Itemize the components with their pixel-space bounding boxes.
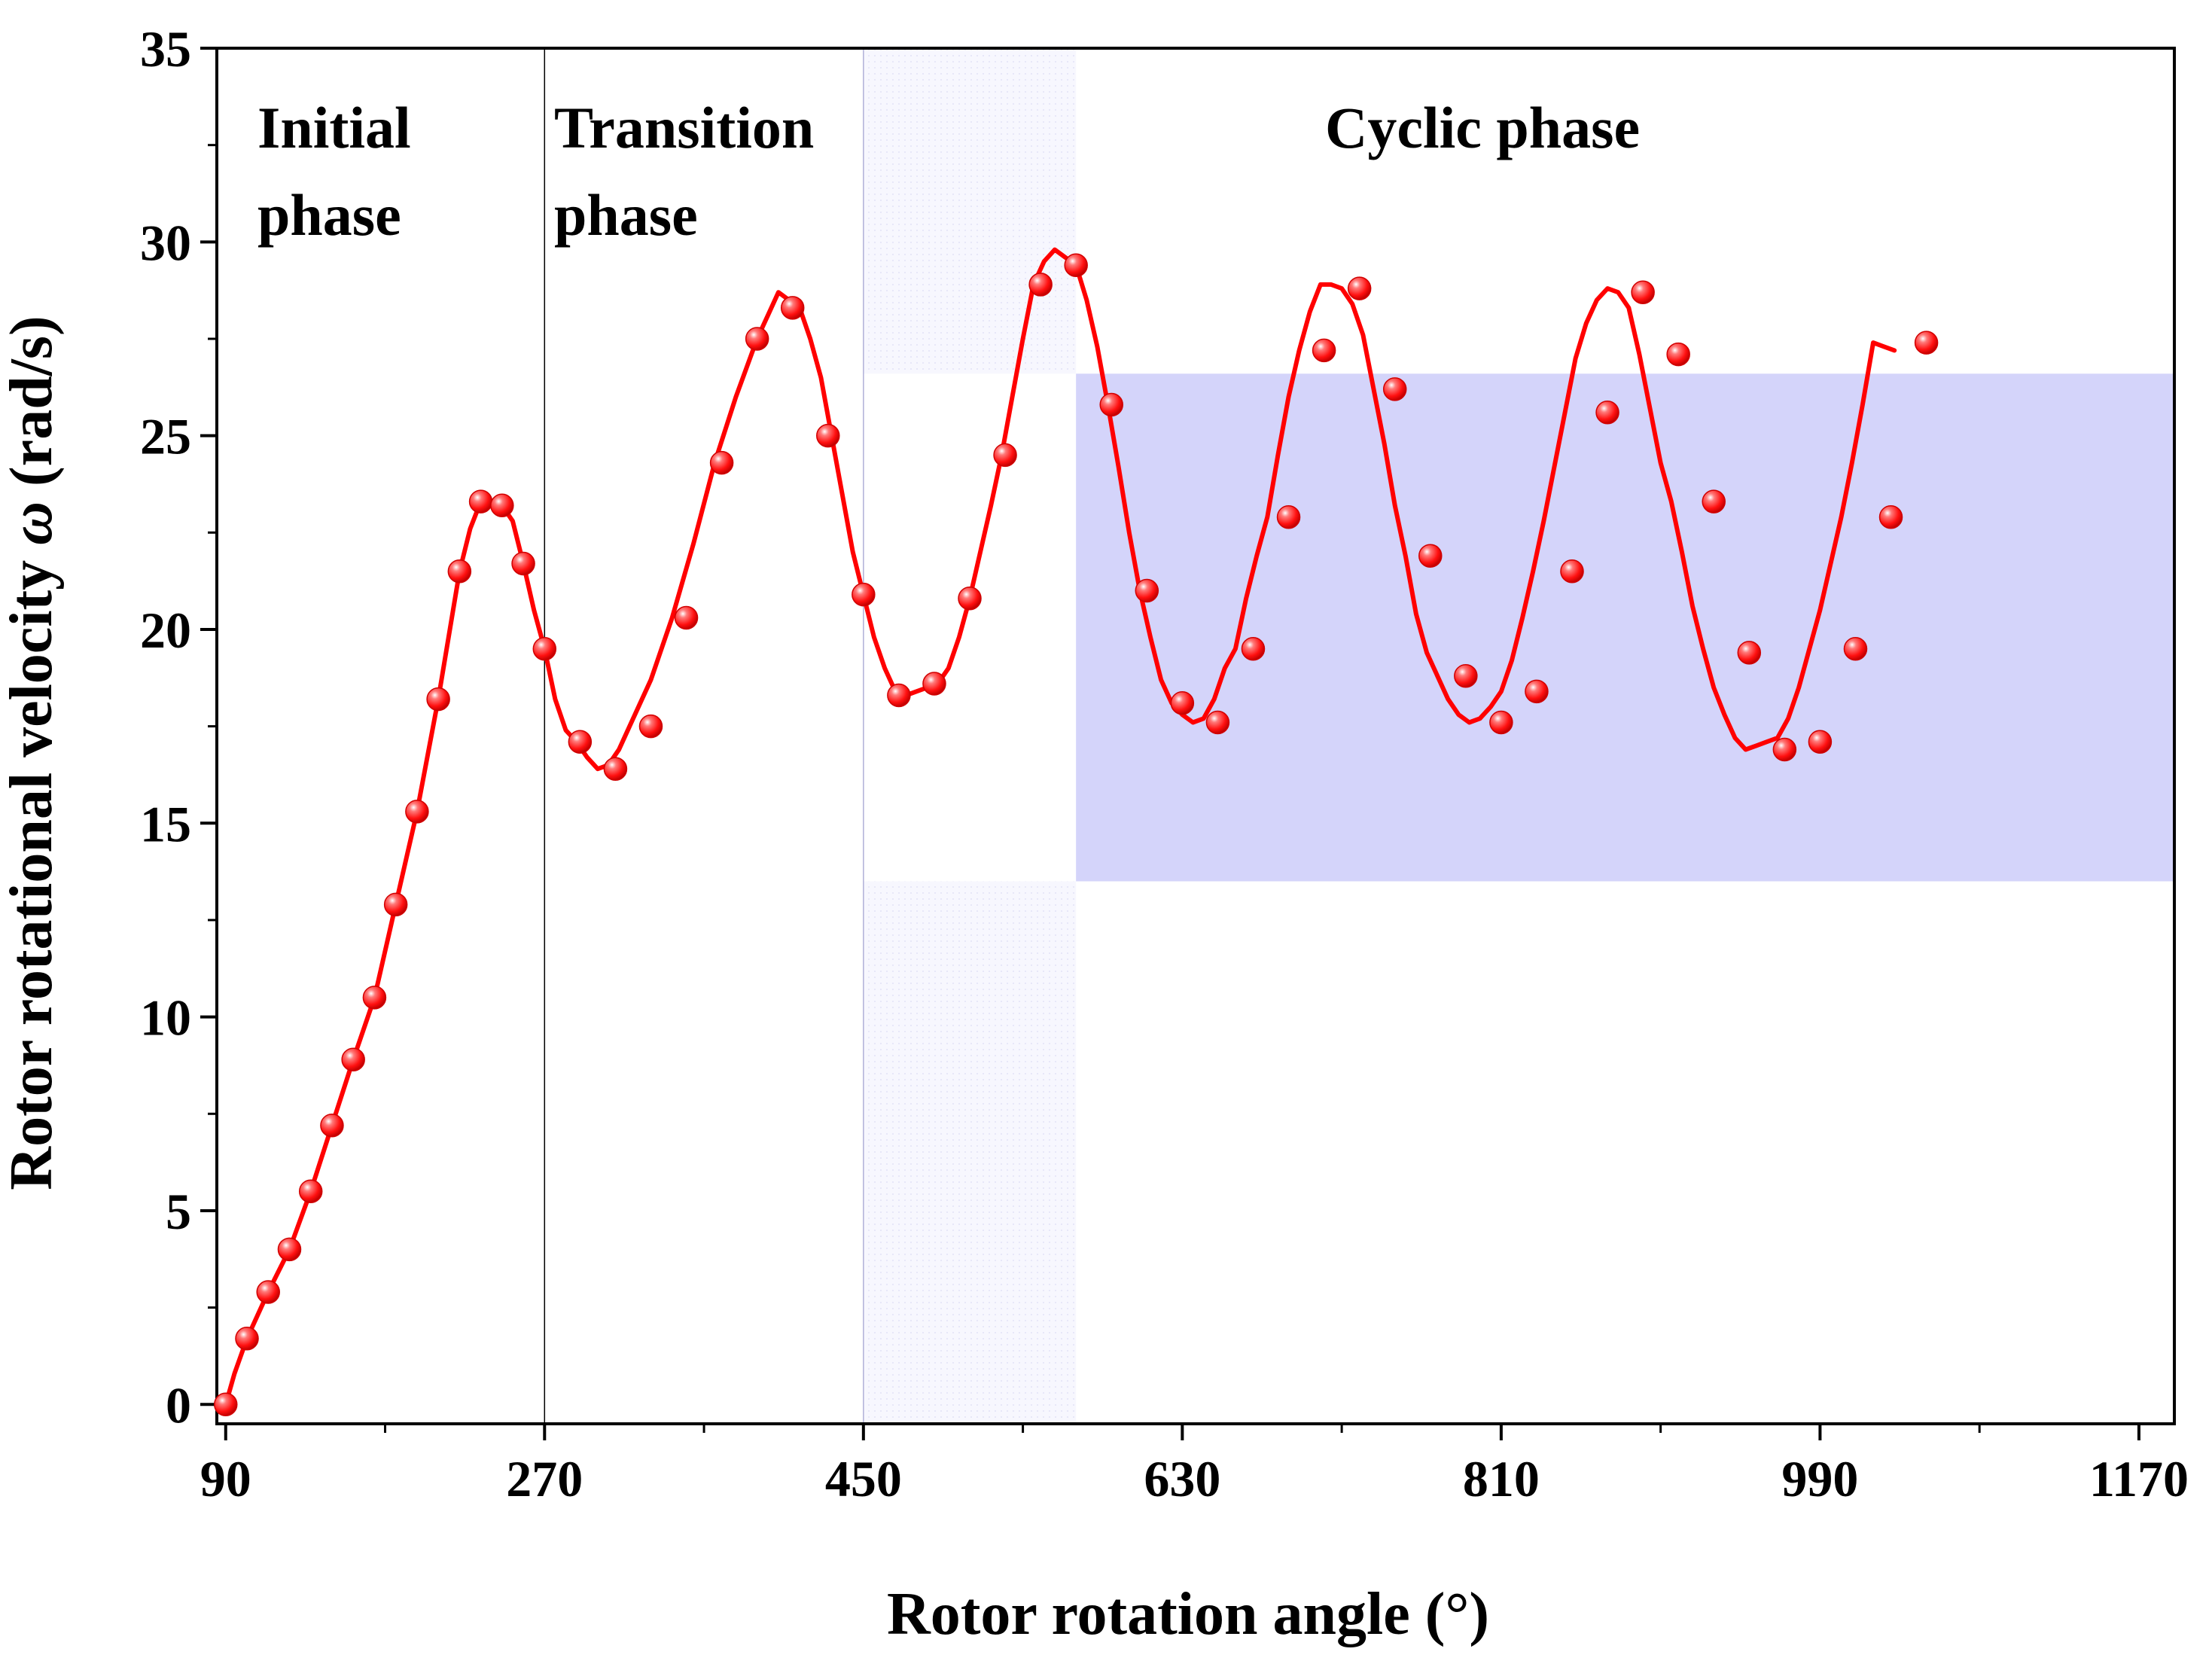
- data-point: [341, 1047, 365, 1071]
- y-tick-label: 0: [166, 1376, 191, 1434]
- data-point: [1772, 737, 1797, 762]
- data-point: [1418, 544, 1443, 568]
- data-point: [1276, 504, 1301, 529]
- data-point: [1135, 578, 1159, 603]
- data-point: [511, 551, 535, 576]
- data-point: [745, 327, 769, 351]
- phase-label-cyclic: Cyclic phase: [1325, 95, 1640, 160]
- y-axis-title-unit: (rad/s): [0, 315, 65, 501]
- cyclic-range-band: [1076, 373, 2174, 882]
- data-point: [532, 636, 557, 661]
- y-tick-label: 10: [140, 989, 191, 1047]
- phase-label-transition-line1: Transition: [554, 95, 814, 160]
- data-layer: [214, 247, 1939, 1417]
- data-point: [490, 493, 514, 518]
- y-tick-label: 20: [140, 602, 191, 659]
- plot-frame: [215, 47, 2176, 1425]
- axes: 0 5 10 15 20 25 30 35 90 270 450 630 810 990 1170: [140, 20, 2189, 1507]
- transition-shade-gap: [864, 373, 1077, 882]
- data-point: [1454, 663, 1478, 688]
- y-tick-label: 25: [140, 408, 191, 465]
- data-point: [1099, 392, 1123, 417]
- data-point: [1595, 401, 1619, 425]
- data-point: [383, 892, 408, 917]
- data-point: [852, 582, 876, 607]
- data-point: [1382, 377, 1407, 401]
- data-point: [1347, 276, 1372, 300]
- data-point: [277, 1237, 302, 1262]
- data-point: [780, 296, 805, 320]
- data-point: [1170, 691, 1195, 715]
- data-point: [1028, 273, 1053, 297]
- y-axis-title-symbol: ω: [0, 501, 65, 545]
- data-point: [426, 687, 450, 712]
- data-point: [298, 1179, 323, 1203]
- data-point: [922, 672, 946, 696]
- data-point: [1525, 679, 1549, 704]
- data-point: [1878, 504, 1903, 529]
- data-point: [816, 423, 840, 448]
- x-tick-label: 630: [1144, 1450, 1220, 1507]
- data-point: [405, 800, 429, 824]
- data-point: [1808, 730, 1833, 754]
- phase-label-initial-line2: phase: [257, 182, 401, 248]
- data-point: [468, 489, 493, 514]
- data-point: [1205, 710, 1230, 735]
- data-point: [320, 1113, 344, 1138]
- y-tick-label: 35: [140, 20, 191, 78]
- x-tick-label: 1170: [2089, 1450, 2189, 1507]
- y-tick-label: 30: [140, 214, 191, 271]
- y-tick-label: 5: [166, 1183, 191, 1240]
- data-point: [674, 605, 699, 630]
- x-tick-label: 810: [1463, 1450, 1540, 1507]
- data-point: [1241, 636, 1266, 661]
- data-point: [958, 587, 982, 611]
- data-point: [603, 757, 628, 781]
- data-point: [235, 1327, 259, 1351]
- data-point: [1064, 253, 1088, 277]
- phase-label-transition-line2: phase: [554, 182, 698, 248]
- data-point: [362, 986, 387, 1010]
- data-point: [447, 559, 472, 584]
- data-point: [256, 1280, 280, 1304]
- data-point: [568, 730, 593, 754]
- y-axis-title-text: Rotor rotational velocity: [0, 545, 65, 1190]
- x-tick-label: 90: [200, 1450, 251, 1507]
- data-point: [1843, 636, 1868, 661]
- x-tick-label: 450: [825, 1450, 902, 1507]
- data-point: [1631, 280, 1655, 304]
- data-point: [1914, 331, 1939, 355]
- y-tick-label: 15: [140, 795, 191, 852]
- x-tick-label: 270: [506, 1450, 583, 1507]
- data-point: [214, 1392, 238, 1417]
- data-point: [1666, 342, 1690, 367]
- data-point: [1702, 489, 1726, 514]
- x-tick-label: 990: [1781, 1450, 1858, 1507]
- data-point: [993, 443, 1017, 468]
- data-point: [638, 714, 663, 739]
- phase-label-initial-line1: Initial: [257, 95, 411, 160]
- labels: Initial phase Transition phase Cyclic ph…: [0, 95, 1640, 1647]
- data-point: [1489, 710, 1513, 735]
- data-point: [709, 450, 734, 475]
- data-point: [1312, 338, 1336, 363]
- phase-backgrounds: [544, 48, 2174, 1424]
- data-point: [887, 683, 911, 708]
- data-point: [1737, 641, 1762, 665]
- y-axis-title: Rotor rotational velocity ω (rad/s): [0, 315, 65, 1190]
- data-point: [1560, 559, 1584, 584]
- x-axis-title: Rotor rotation angle (°): [887, 1581, 1489, 1647]
